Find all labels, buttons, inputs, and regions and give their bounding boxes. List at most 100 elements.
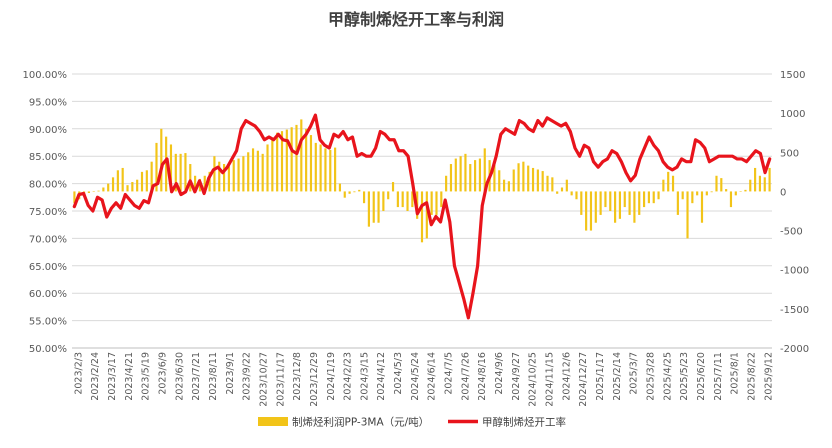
- profit-bar: [334, 147, 337, 192]
- profit-bar: [642, 191, 646, 208]
- x-axis-tick-label: 2025/5/23: [679, 352, 690, 401]
- left-axis-tick-label: 90.00%: [29, 125, 67, 136]
- profit-bar: [387, 191, 390, 200]
- x-axis-tick-label: 2024/10/25: [528, 352, 539, 407]
- x-axis-tick-label: 2025/3/7: [629, 352, 640, 395]
- profit-bar: [681, 191, 684, 200]
- profit-bar: [647, 191, 650, 204]
- profit-bar: [362, 191, 366, 204]
- profit-bar: [107, 183, 110, 192]
- profit-bar: [614, 191, 617, 223]
- profit-bar: [338, 183, 342, 192]
- profit-bar: [430, 191, 433, 215]
- profit-bar: [348, 191, 351, 194]
- profit-bar: [367, 191, 370, 227]
- legend-label-run-rate: 甲醇制烯烃开工率: [482, 416, 566, 429]
- profit-bar: [406, 191, 409, 211]
- x-axis-tick-label: 2024/6/14: [427, 352, 438, 401]
- x-axis-tick-label: 2024/2/23: [343, 352, 354, 401]
- run-rate-line: [72, 113, 772, 320]
- profit-bar: [638, 191, 641, 215]
- profit-bar: [575, 191, 578, 200]
- x-axis-tick-label: 2023/12/29: [309, 352, 320, 407]
- x-axis-tick-label: 2025/8/22: [746, 352, 757, 401]
- right-axis-tick-label: -1500: [780, 305, 809, 316]
- x-axis-tick-label: 2023/7/21: [191, 352, 202, 401]
- profit-bar: [218, 161, 221, 192]
- right-axis-tick-label: -500: [780, 227, 803, 238]
- profit-bar: [449, 164, 453, 192]
- profit-bar: [594, 191, 597, 223]
- x-axis-tick-label: 2023/3/17: [107, 352, 118, 401]
- right-axis-tick-label: 1500: [780, 70, 805, 81]
- profit-bar: [483, 148, 486, 192]
- profit-bar: [280, 131, 284, 192]
- x-axis-tick-label: 2023/9/1: [225, 352, 236, 395]
- profit-bar: [314, 142, 317, 192]
- profit-bar: [353, 191, 356, 193]
- x-axis-tick-label: 2024/7/5: [444, 352, 455, 395]
- profit-bar: [256, 150, 259, 192]
- x-axis-tick-label: 2024/12/6: [561, 352, 572, 401]
- x-axis-tick-label: 2025/3/28: [646, 352, 657, 401]
- profit-bar: [261, 153, 264, 192]
- profit-bar: [580, 191, 583, 215]
- right-y-axis: 1500 1000 500 0 -500 -1000 -1500 -2000: [780, 70, 809, 355]
- profit-bar: [160, 128, 163, 192]
- profit-bar: [309, 135, 313, 192]
- profit-bar: [194, 175, 197, 192]
- left-axis-tick-label: 60.00%: [29, 289, 67, 300]
- left-axis-tick-label: 70.00%: [29, 234, 67, 245]
- profit-bar: [459, 156, 462, 192]
- legend-swatch-profit: [258, 417, 288, 426]
- x-axis-tick-label: 2023/11/17: [275, 352, 286, 407]
- profit-bar: [179, 153, 182, 192]
- x-axis-tick-label: 2024/7/26: [460, 352, 471, 401]
- x-axis-tick-label: 2024/5/3: [393, 352, 404, 395]
- profit-bar: [657, 191, 660, 200]
- x-axis-tick-label: 2025/9/12: [763, 352, 774, 401]
- x-axis-tick-label: 2024/8/16: [477, 352, 488, 401]
- profit-bar: [420, 191, 424, 243]
- profit-bar: [700, 191, 704, 223]
- x-axis-tick-label: 2023/12/8: [292, 352, 303, 401]
- left-axis-tick-label: 65.00%: [29, 262, 67, 273]
- profit-bar: [729, 191, 733, 208]
- profit-bar: [136, 179, 139, 192]
- x-axis-tick-label: 2023/8/11: [208, 352, 219, 401]
- profit-bar: [150, 161, 153, 192]
- profit-bar: [391, 182, 395, 192]
- x-axis-tick-label: 2023/6/9: [157, 352, 168, 395]
- profit-bar: [73, 191, 76, 204]
- chart-title: 甲醇制烯烃开工率与利润: [328, 10, 504, 29]
- profit-bar: [396, 191, 399, 208]
- right-axis-tick-label: 0: [780, 187, 786, 198]
- profit-bar: [768, 167, 771, 192]
- profit-bar: [667, 171, 670, 192]
- profit-bar: [116, 170, 119, 192]
- profit-bar: [266, 144, 269, 192]
- x-axis-tick-label: 2024/1/19: [326, 352, 337, 401]
- left-axis-tick-label: 55.00%: [29, 317, 67, 328]
- profit-bar: [522, 161, 525, 192]
- profit-bar: [440, 191, 443, 208]
- profit-bar: [763, 177, 766, 192]
- profit-bar: [401, 191, 404, 208]
- profit-bar: [570, 191, 573, 196]
- x-axis-tick-label: 2024/4/12: [376, 352, 387, 401]
- profit-bar: [676, 191, 679, 215]
- legend-label-profit: 制烯烃利润PP-3MA（元/吨）: [292, 416, 429, 429]
- run-rate-line-series: [72, 113, 772, 320]
- profit-bar: [623, 191, 626, 208]
- profit-bar: [227, 166, 230, 192]
- profit-bar: [131, 182, 134, 192]
- profit-bar: [155, 142, 158, 192]
- x-axis-tick-label: 2023/9/22: [242, 352, 253, 401]
- profit-bar: [478, 158, 482, 192]
- profit-bar: [585, 191, 588, 231]
- profit-bar: [377, 191, 380, 223]
- profit-bar: [589, 191, 593, 231]
- profit-bar: [686, 191, 689, 239]
- profit-bar: [546, 175, 549, 192]
